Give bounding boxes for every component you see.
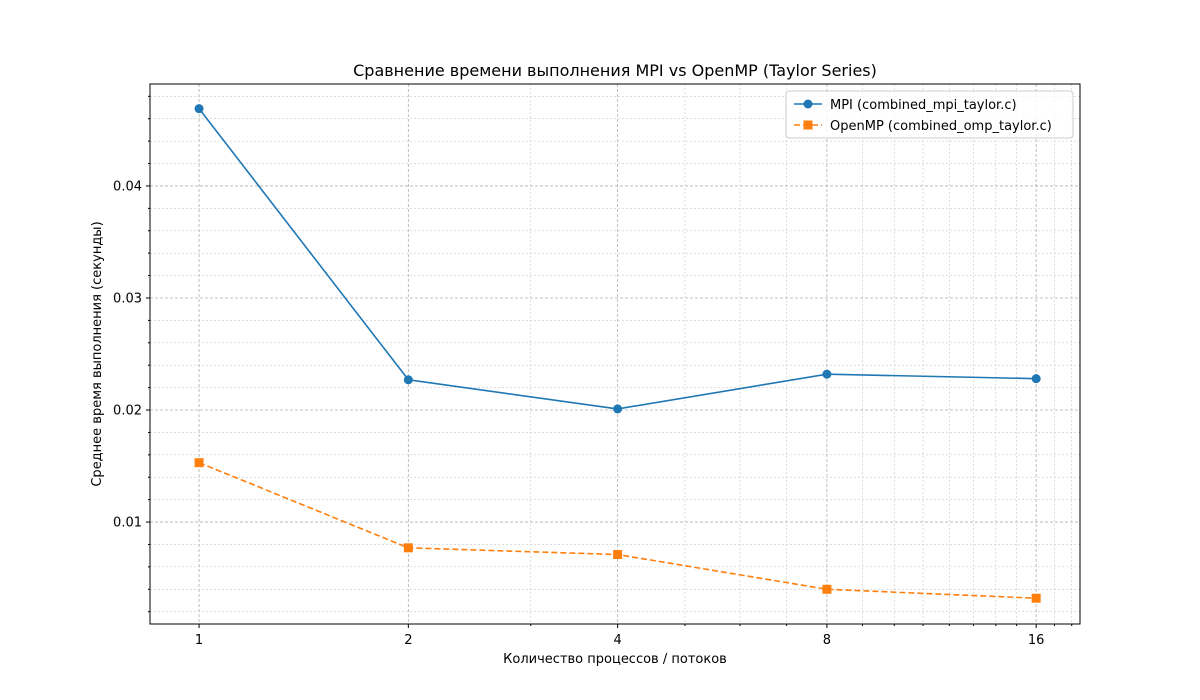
data-point-circle (822, 369, 832, 379)
x-tick-label: 8 (823, 633, 831, 648)
data-point-circle (403, 375, 413, 385)
y-tick-label: 0.02 (113, 404, 142, 419)
data-point-square (822, 584, 832, 594)
legend-label-mpi: MPI (combined_mpi_taylor.c) (830, 98, 1017, 113)
x-tick-label: 2 (404, 633, 412, 648)
x-axis-label: Количество процессов / потоков (503, 652, 727, 667)
data-point-square (613, 550, 623, 560)
x-tick-label: 1 (195, 633, 203, 648)
legend-marker-openmp (803, 120, 813, 130)
y-tick-label: 0.04 (113, 179, 142, 194)
legend-label-openmp: OpenMP (combined_omp_taylor.c) (830, 119, 1052, 134)
chart-title: Сравнение времени выполнения MPI vs Open… (353, 61, 877, 80)
data-point-circle (613, 404, 623, 414)
data-point-circle (1031, 374, 1041, 384)
series-line-0 (198, 108, 1037, 410)
y-tick-label: 0.03 (113, 291, 142, 306)
axis-ticks: 1 2 4 8 16 0.01 0.02 0.03 0.04 (113, 95, 1073, 648)
x-tick-label: 16 (1028, 633, 1045, 648)
data-point-circle (194, 104, 204, 114)
legend: MPI (combined_mpi_taylor.c) OpenMP (comb… (785, 90, 1074, 139)
legend-frame (785, 90, 1074, 139)
data-point-square (194, 458, 204, 468)
legend-marker-mpi (803, 99, 813, 109)
plot-area-frame (149, 83, 1081, 625)
grid (150, 84, 1080, 624)
data-point-square (1031, 593, 1041, 603)
series-layer (194, 104, 1041, 603)
data-point-square (403, 543, 413, 553)
x-tick-label: 4 (613, 633, 621, 648)
y-tick-label: 0.01 (113, 516, 142, 531)
y-axis-label: Среднее время выполнения (секунды) (90, 221, 105, 486)
